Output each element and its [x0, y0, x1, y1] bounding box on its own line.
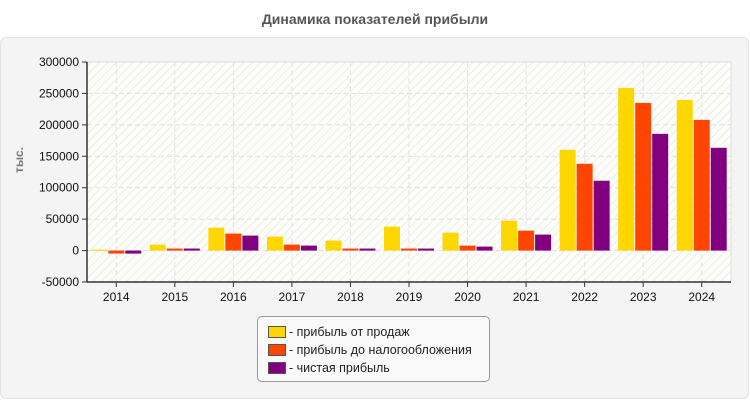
x-tick-label: 2016 — [220, 290, 247, 304]
bar-2016-s2 — [242, 235, 259, 251]
x-tick-label: 2022 — [571, 290, 598, 304]
bar-2015-s2 — [183, 248, 200, 251]
x-tick-label: 2023 — [630, 290, 657, 304]
y-tick-label: 150000 — [39, 149, 79, 163]
bar-2023-s2 — [652, 133, 669, 251]
bar-2015-s0 — [149, 244, 166, 251]
x-tick-label: 2019 — [396, 290, 423, 304]
bar-2021-s0 — [501, 220, 518, 251]
bar-2022-s1 — [576, 163, 593, 251]
y-tick-label: 0 — [72, 244, 79, 258]
bar-2020-s1 — [459, 245, 476, 251]
y-tick-label: 200000 — [39, 118, 79, 132]
bar-2014-s0 — [91, 249, 108, 251]
bar-2019-s1 — [401, 248, 417, 251]
x-tick-label: 2014 — [103, 290, 130, 304]
y-tick-label: 100000 — [39, 181, 79, 195]
bar-2022-s0 — [559, 149, 576, 251]
bar-2014-s1 — [108, 250, 125, 254]
bar-2019-s0 — [384, 226, 400, 251]
bar-2017-s2 — [300, 245, 317, 251]
legend-swatch — [268, 344, 286, 356]
x-tick-label: 2018 — [337, 290, 364, 304]
bar-2024-s2 — [710, 147, 727, 251]
x-tick-label: 2021 — [513, 290, 540, 304]
bar-2019-s2 — [418, 248, 434, 251]
y-tick-label: 250000 — [39, 86, 79, 100]
y-tick-label: 300000 — [39, 55, 79, 69]
bar-2023-s0 — [618, 87, 635, 251]
bar-2016-s1 — [225, 233, 242, 251]
bar-2020-s0 — [442, 232, 459, 251]
legend-swatch — [268, 326, 286, 338]
x-tick-label: 2017 — [279, 290, 306, 304]
bar-2015-s1 — [166, 248, 183, 251]
bar-2024-s1 — [693, 119, 710, 251]
legend-label: - прибыль до налогообложения — [289, 343, 472, 357]
x-tick-label: 2015 — [161, 290, 188, 304]
bar-2024-s0 — [676, 99, 693, 251]
legend-item-sales-profit: - прибыль от продаж — [268, 323, 489, 341]
legend: - прибыль от продаж - прибыль до налогоо… — [257, 316, 490, 382]
bar-2021-s1 — [518, 230, 535, 251]
bar-2022-s2 — [593, 180, 610, 251]
bar-2021-s2 — [535, 234, 552, 251]
bar-2023-s1 — [635, 102, 652, 251]
bar-2017-s1 — [283, 244, 300, 251]
legend-swatch — [268, 362, 286, 374]
legend-item-net-profit: - чистая прибыль — [268, 359, 489, 377]
legend-item-pretax-profit: - прибыль до налогообложения — [268, 341, 489, 359]
bar-2017-s0 — [266, 236, 283, 251]
x-tick-label: 2020 — [454, 290, 481, 304]
chart-title: Динамика показателей прибыли — [261, 11, 489, 27]
bar-2018-s1 — [342, 248, 359, 251]
y-tick-label: 50000 — [46, 212, 80, 226]
x-tick-label: 2024 — [688, 290, 715, 304]
bar-2018-s0 — [325, 240, 342, 251]
bar-2016-s0 — [208, 227, 225, 251]
y-axis-label: тыс. — [12, 147, 26, 173]
legend-label: - чистая прибыль — [289, 361, 390, 375]
bar-2020-s2 — [476, 246, 493, 251]
bar-2018-s2 — [359, 248, 376, 251]
bar-2014-s2 — [125, 250, 142, 254]
legend-label: - прибыль от продаж — [289, 325, 410, 339]
y-tick-label: -50000 — [42, 275, 80, 289]
